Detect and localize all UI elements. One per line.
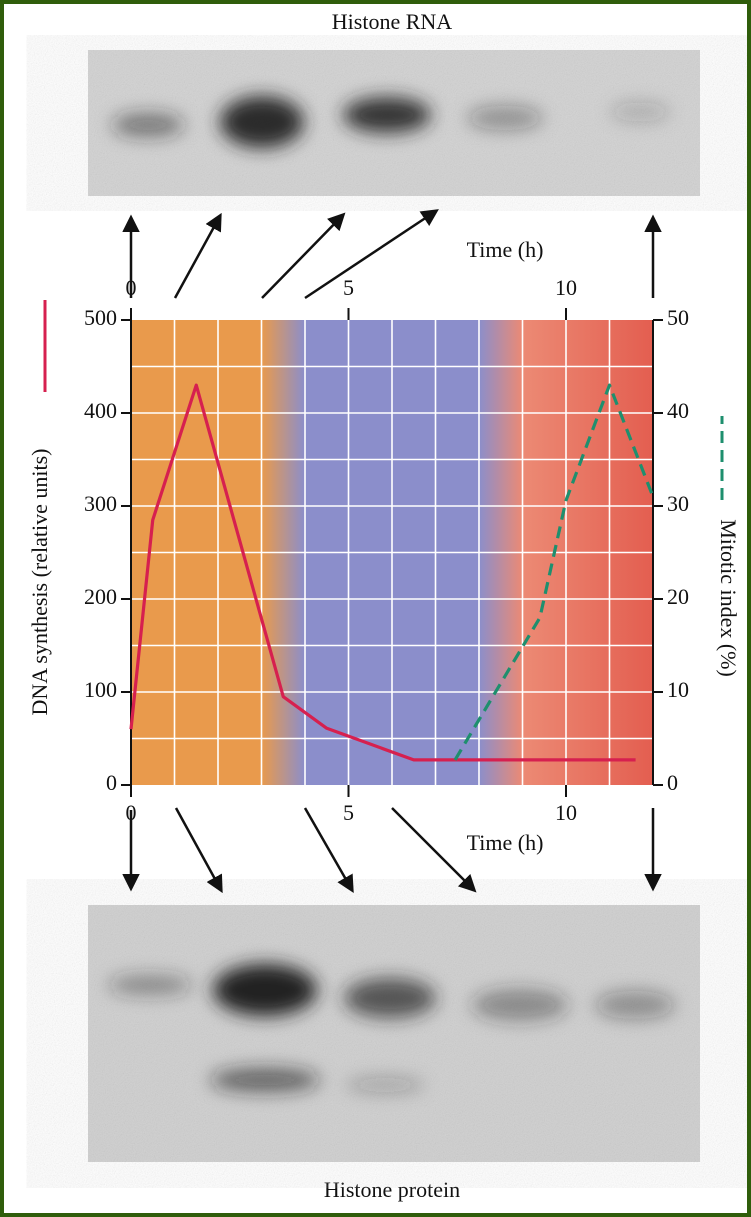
bottom-panel-label: Histone protein — [324, 1177, 460, 1202]
y-tick-label: 300 — [84, 491, 117, 516]
y2-tick-label: 30 — [667, 491, 689, 516]
arrow — [173, 212, 222, 299]
arrow — [303, 807, 354, 894]
y-axis-label: DNA synthesis (relative units) — [27, 448, 52, 715]
series-line — [129, 383, 636, 762]
y-tick-label: 100 — [84, 677, 117, 702]
x-tick-label-top: 10 — [555, 275, 577, 300]
y2-tick-label: 10 — [667, 677, 689, 702]
chart: Histone RNA Histone protein 010020030040… — [27, 9, 741, 1202]
lane-arrows — [122, 209, 662, 894]
x-tick-label: 10 — [555, 800, 577, 825]
arrow — [391, 807, 477, 893]
y2-tick-label: 20 — [667, 584, 689, 609]
x-tick-label-top: 5 — [343, 275, 354, 300]
protein-gel — [88, 905, 700, 1162]
y-tick-label: 0 — [106, 770, 117, 795]
top-panel-label: Histone RNA — [332, 9, 453, 34]
arrow — [304, 209, 439, 300]
page: {"chart_data": { "type": "line", "top_pa… — [0, 4, 751, 1213]
y2-tick-label: 40 — [667, 398, 689, 423]
rna-gel — [88, 50, 700, 196]
x-axis-label-bottom: Time (h) — [467, 830, 544, 855]
x-axis-label-top: Time (h) — [467, 237, 544, 262]
y2-tick-label: 0 — [667, 770, 678, 795]
y-tick-label: 500 — [84, 305, 117, 330]
y2-axis-label: Mitotic index (%) — [716, 519, 741, 677]
figure: Histone RNA Histone protein 0 100 200 300 40… — [4, 4, 747, 1213]
x-tick-label: 5 — [343, 800, 354, 825]
y-tick-label: 200 — [84, 584, 117, 609]
arrow — [261, 212, 346, 299]
arrow — [174, 807, 223, 894]
y-tick-label: 400 — [84, 398, 117, 423]
series-line — [453, 383, 655, 761]
y2-tick-label: 50 — [667, 305, 689, 330]
plot-area: 01002003004005000102030405000551010 — [84, 275, 689, 825]
